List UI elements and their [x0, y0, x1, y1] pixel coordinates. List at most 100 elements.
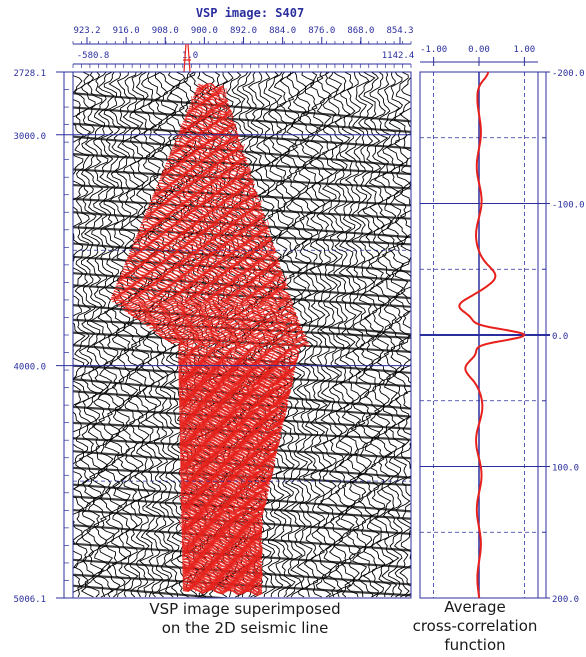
vsp-overlay-event — [143, 320, 302, 330]
correlation-caption: Average cross-correlation function — [400, 598, 550, 655]
seismic-trace — [350, 72, 370, 598]
vsp-overlay-event — [177, 343, 301, 352]
vsp-overlay-event — [158, 178, 255, 187]
vsp-overlay-event — [182, 556, 263, 565]
vsp-overlay-event — [150, 198, 261, 207]
depth-tick-label: 5006.1 — [13, 595, 46, 605]
vsp-overlay-event — [182, 578, 263, 587]
depth-tick-label: 3000.0 — [13, 132, 46, 142]
corr-right-label: -200.0 — [552, 69, 585, 79]
vsp-overlay-event — [176, 134, 241, 143]
vsp-overlay-event — [137, 229, 271, 237]
seismic-trace — [126, 72, 146, 598]
vsp-overlay-event — [131, 244, 276, 253]
vsp-overlay-event — [161, 172, 253, 180]
vsp-overlay-trace — [221, 87, 227, 593]
seismic-caption-line2: on the 2D seismic line — [161, 619, 329, 637]
vsp-overlay-event — [154, 187, 258, 196]
vsp-overlay-event — [180, 508, 264, 517]
vsp-overlay-event — [145, 211, 265, 220]
correlation-caption-line2: cross-correlation — [412, 617, 538, 635]
top-tick-label: 923.2 — [73, 26, 100, 36]
seismic-panel-frame — [72, 71, 412, 599]
vsp-overlay-event — [187, 108, 233, 116]
vsp-overlay-event — [188, 105, 232, 114]
corr-top-label: 1.00 — [514, 45, 536, 55]
vsp-overlay-trace — [185, 111, 191, 593]
seismic-trace — [150, 72, 170, 598]
vsp-overlay-event — [179, 439, 279, 449]
vsp-overlay-event — [178, 364, 296, 374]
vsp-overlay-trace — [191, 95, 197, 593]
vsp-overlay-event — [181, 509, 264, 519]
vsp-overlay-trace — [281, 275, 287, 417]
vsp-overlay-event — [168, 153, 247, 163]
vsp-overlay-trace — [245, 163, 251, 593]
vsp-overlay-event — [128, 252, 279, 262]
figure-title: VSP image: S407 — [196, 6, 304, 20]
vsp-overlay-event — [180, 468, 273, 477]
correlation-panel: -1.00 0.00 1.00 -200.0 -100.0 0.0 100.0 200.0 — [419, 45, 585, 605]
vsp-overlay-event — [178, 367, 295, 376]
vsp-overlay — [110, 82, 310, 597]
vsp-overlay-event — [180, 475, 272, 484]
vsp-overlay-event — [159, 175, 254, 184]
depth-tick-label: 4000.0 — [13, 363, 46, 373]
vsp-overlay-event — [147, 204, 263, 213]
vsp-overlay-event — [182, 559, 263, 567]
vsp-overlay-event — [121, 305, 296, 315]
vsp-overlay-trace — [263, 219, 269, 497]
vsp-overlay-event — [179, 426, 282, 435]
vsp-overlay-event — [178, 391, 290, 401]
top-tick-label: 900.0 — [191, 26, 218, 36]
vsp-overlay-event — [189, 101, 231, 109]
top-axis: 923.2 916.0 908.0 900.0 892.0 884.0 876.0 868.0… — [72, 26, 415, 73]
seismic-reflector — [73, 584, 234, 598]
seismic-reflector — [73, 573, 411, 597]
top-row2-label: 1142.4 — [382, 51, 415, 61]
seismic-trace — [337, 72, 357, 598]
seismic-reflector — [73, 183, 411, 207]
vsp-overlay-event — [178, 393, 289, 403]
vsp-overlay-event — [115, 301, 294, 310]
vsp-overlay-event — [116, 281, 288, 290]
vsp-overlay-event — [181, 543, 263, 552]
left-depth-axis: 2728.1 3000.0 4000.0 5006.1 — [13, 69, 73, 605]
top-tick-label: 916.0 — [113, 26, 140, 36]
vsp-overlay-event — [180, 487, 269, 497]
vsp-overlay-event — [134, 237, 274, 246]
vsp-overlay-event — [124, 308, 297, 317]
vsp-overlay-event — [164, 163, 250, 172]
vsp-overlay-trace — [197, 84, 203, 593]
correlation-caption-line3: function — [444, 636, 506, 654]
vsp-overlay-trace — [269, 239, 275, 473]
vsp-overlay-event — [178, 369, 295, 378]
vsp-overlay-event — [124, 261, 282, 270]
left-depth-grid — [73, 134, 411, 482]
top-tick-label: 892.0 — [230, 26, 257, 36]
vsp-overlay-event — [153, 191, 259, 199]
vsp-overlay-event — [162, 169, 252, 178]
vsp-overlay-trace — [257, 199, 263, 593]
seismic-reflector — [73, 331, 411, 353]
vsp-overlay-event — [181, 541, 263, 550]
vsp-overlay-event — [110, 297, 293, 306]
vsp-overlay-trace — [203, 83, 209, 593]
figure-title-group: VSP image: S407 — [196, 6, 304, 20]
vsp-overlay-event — [179, 437, 280, 447]
vsp-overlay-event — [182, 581, 263, 590]
vsp-overlay-event — [137, 231, 272, 240]
vsp-overlay-trace — [227, 107, 233, 593]
vsp-overlay-trace — [287, 295, 293, 389]
seismic-reflector — [73, 421, 411, 441]
vsp-overlay-event — [149, 325, 304, 334]
vsp-overlay-event — [181, 519, 263, 528]
vsp-overlay-event — [170, 149, 246, 158]
seismic-trace — [139, 72, 158, 598]
vsp-overlay-event — [138, 226, 270, 235]
vsp-overlay-event — [179, 399, 288, 409]
seismic-caption-line1: VSP image superimposed — [149, 600, 341, 618]
top-tick-label: 876.0 — [308, 26, 335, 36]
vsp-overlay-event — [175, 137, 242, 145]
